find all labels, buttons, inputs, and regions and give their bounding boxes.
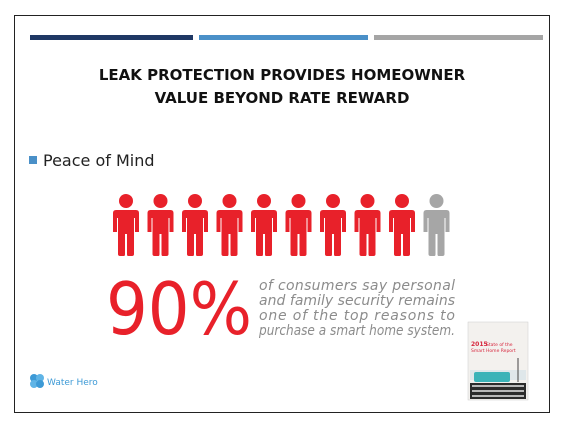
stat-figure: 90% (106, 267, 252, 351)
description-line: of consumers say personal (259, 278, 455, 294)
stat-description: of consumers say personal and family sec… (258, 278, 455, 339)
description-line: one of the top reasons to (259, 308, 455, 324)
report-year: 2015 (471, 341, 488, 348)
slide-frame (14, 15, 550, 413)
report-title: Smart Home Report (471, 348, 516, 354)
bullet-marker (29, 156, 37, 164)
accent-bar (374, 35, 543, 40)
description-line: purchase a smart home system. (258, 323, 455, 339)
report-title: State of the (486, 342, 513, 348)
accent-bar (30, 35, 193, 40)
logo-text: Water Hero (47, 378, 98, 388)
logo: Water Hero (30, 374, 98, 388)
description-line: and family security remains (259, 293, 455, 309)
report-cover: 2015 State of the Smart Home Report (467, 321, 529, 401)
accent-bar (199, 35, 368, 40)
title: LEAK PROTECTION PROVIDES HOMEOWNER (99, 66, 466, 84)
title: VALUE BEYOND RATE REWARD (155, 89, 410, 107)
bullet-text: Peace of Mind (43, 151, 155, 170)
